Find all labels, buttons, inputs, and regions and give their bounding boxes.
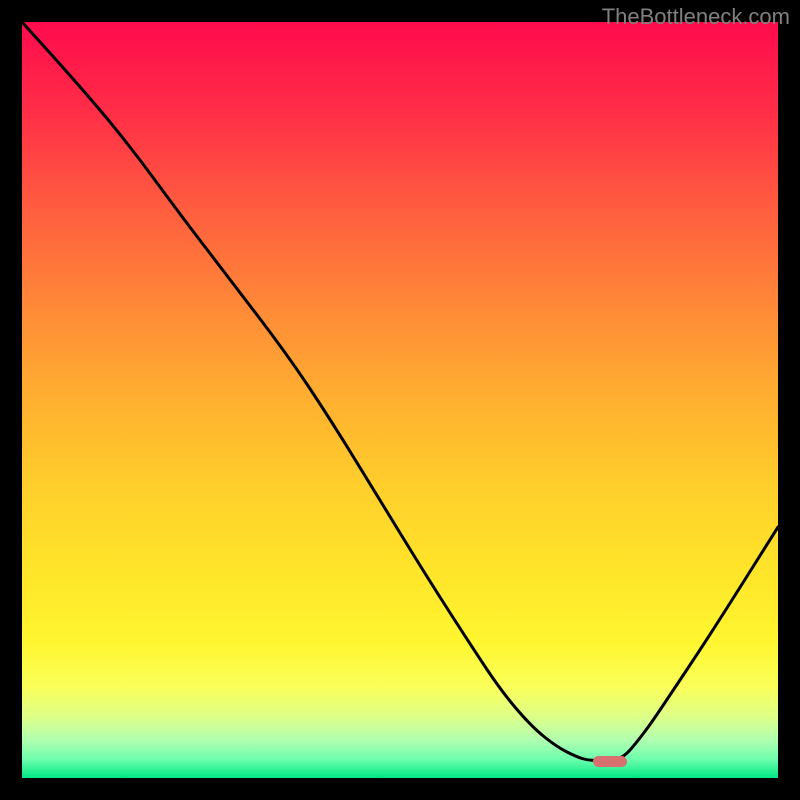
minimum-marker [593,756,627,767]
watermark-text: TheBottleneck.com [602,4,790,30]
bottleneck-curve [22,22,778,760]
plot-area [22,22,778,778]
curve-layer [22,22,778,778]
